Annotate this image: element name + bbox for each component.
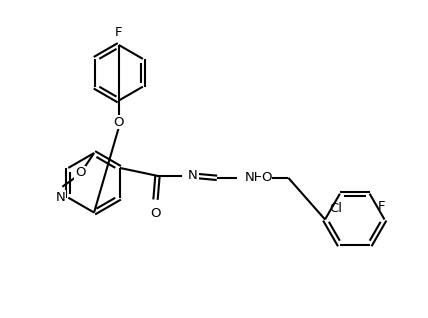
Text: F: F	[377, 200, 385, 213]
Text: Cl: Cl	[330, 202, 342, 215]
Text: O: O	[113, 116, 124, 129]
Text: O: O	[261, 171, 272, 184]
Text: N: N	[56, 191, 65, 204]
Text: O: O	[75, 166, 86, 179]
Text: O: O	[150, 207, 161, 220]
Text: N: N	[188, 169, 198, 182]
Text: F: F	[115, 26, 122, 39]
Text: NH: NH	[245, 171, 265, 184]
